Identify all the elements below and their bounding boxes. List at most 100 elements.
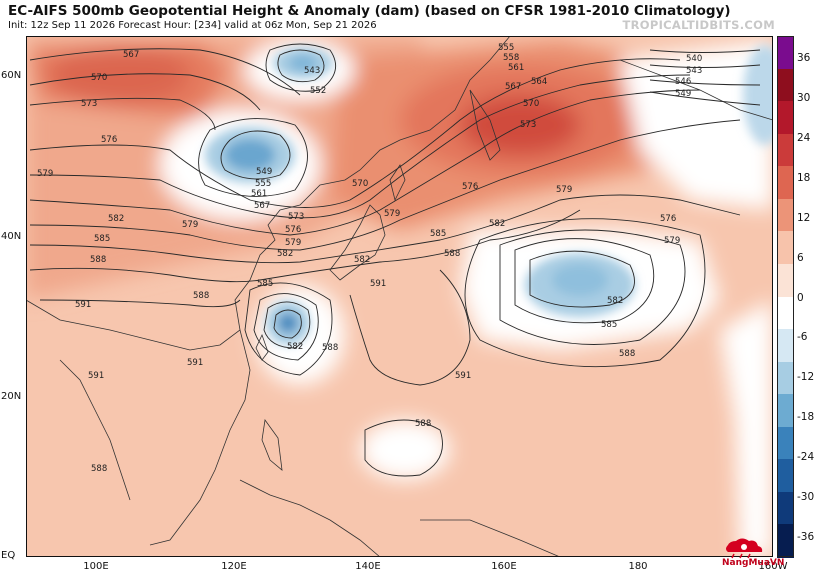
contour-label: 576 [660, 214, 676, 224]
colorbar-tick-label: 0 [797, 291, 804, 304]
lat-label-eq: EQ [1, 550, 16, 561]
contour-label: 567 [505, 82, 521, 92]
contour-label: 576 [285, 225, 301, 235]
height-anomaly-map: 5675705735765795825855885885915915915885… [26, 36, 773, 557]
colorbar-tick-label: 24 [797, 131, 811, 144]
contour-label: 588 [91, 464, 107, 474]
colorbar-tick-label: 6 [797, 251, 804, 264]
contour-label: 579 [556, 185, 572, 195]
coastlines [26, 36, 773, 557]
contour-label: 570 [352, 179, 368, 189]
contour-label: 573 [520, 120, 536, 130]
lon-label-120e: 120E [221, 561, 247, 572]
map-frame [26, 36, 773, 557]
colorbar-swatch [777, 133, 794, 167]
colorbar-tick-label: 36 [797, 52, 811, 64]
contour-label: 582 [489, 219, 505, 229]
map-title: EC-AIFS 500mb Geopotential Height & Anom… [8, 3, 731, 19]
colorbar-tick-label: -36 [797, 531, 815, 543]
nangmuavn-logo: NangMuaVN [722, 538, 784, 567]
contour-label: 546 [675, 77, 691, 87]
contour-label: 549 [675, 89, 691, 99]
colorbar-tick-label: -18 [797, 411, 815, 424]
contour-label: 585 [601, 320, 617, 330]
site-watermark: TROPICALTIDBITS.COM [622, 18, 775, 32]
contour-label: 588 [415, 419, 431, 429]
contour-label: 588 [444, 249, 460, 259]
colorbar-swatch [777, 101, 794, 135]
contour-label: 585 [430, 229, 446, 239]
colorbar-swatch [777, 36, 794, 70]
contour-label: 573 [288, 212, 304, 222]
contour-label: 555 [498, 43, 514, 53]
contour-label: 588 [322, 343, 338, 353]
contour-label: 588 [90, 255, 106, 265]
contour-label: 591 [88, 371, 104, 381]
lon-label-160e: 160E [491, 561, 517, 572]
contour-label: 540 [686, 54, 702, 64]
colorbar-frame [777, 36, 794, 557]
contour-label: 579 [384, 209, 400, 219]
colorbar-swatch [777, 426, 794, 460]
height-contours [29, 43, 761, 477]
lat-label-60n: 60N [1, 70, 22, 81]
contour-label: 570 [523, 99, 539, 109]
contour-labels: 5675705735765795825855885885915915915885… [37, 43, 702, 474]
colorbar-swatch [777, 263, 794, 297]
contour-label: 567 [123, 50, 139, 60]
colorbar-tick-label: 30 [797, 91, 811, 104]
contour-label: 555 [255, 179, 271, 189]
contour-label: 552 [310, 86, 326, 96]
lon-label-180: 180 [628, 561, 648, 572]
colorbar-swatch [777, 491, 794, 525]
contour-label: 591 [370, 279, 386, 289]
contour-label: 564 [531, 77, 547, 87]
contour-label: 585 [94, 234, 110, 244]
svg-text:NangMuaVN: NangMuaVN [722, 558, 784, 567]
contour-label: 579 [37, 169, 53, 179]
colorbar-swatch [777, 231, 794, 265]
colorbar-tick-label: 18 [797, 171, 811, 184]
contour-label: 582 [108, 214, 124, 224]
contour-label: 582 [287, 342, 303, 352]
contour-label: 549 [256, 167, 272, 177]
colorbar-swatch [777, 361, 794, 395]
colorbar-tick-label: -12 [797, 371, 815, 384]
contour-label: 576 [101, 135, 117, 145]
contour-label: 585 [257, 279, 273, 289]
contour-label: 543 [304, 66, 320, 76]
map-subtitle: Init: 12z Sep 11 2026 Forecast Hour: [23… [8, 20, 377, 31]
contour-label: 579 [664, 236, 680, 246]
contour-label: 570 [91, 73, 107, 83]
colorbar-swatch [777, 524, 794, 558]
colorbar-tick-label: 12 [797, 211, 811, 224]
negative-anomalies [205, 45, 773, 345]
colorbar-swatch [777, 329, 794, 363]
colorbar-tick-label: -30 [797, 491, 815, 504]
colorbar-swatch [777, 394, 794, 428]
contour-label: 579 [182, 220, 198, 230]
lon-label-140e: 140E [355, 561, 381, 572]
contour-label: 567 [254, 201, 270, 211]
contour-label: 591 [455, 371, 471, 381]
contour-label: 588 [193, 291, 209, 301]
contour-label: 576 [462, 182, 478, 192]
contour-label: 579 [285, 238, 301, 248]
colorbar-swatch [777, 296, 794, 330]
contour-label: 558 [503, 53, 519, 63]
colorbar-tick-label: -24 [797, 451, 815, 464]
lat-label-40n: 40N [1, 231, 22, 242]
contour-label: 582 [354, 255, 370, 265]
contour-label: 543 [686, 66, 702, 76]
contour-label: 561 [251, 189, 267, 199]
colorbar-swatch [777, 459, 794, 493]
colorbar-swatch [777, 166, 794, 200]
colorbar-swatch [777, 68, 794, 102]
contour-label: 582 [277, 249, 293, 259]
contour-label: 591 [75, 300, 91, 310]
lon-label-100e: 100E [83, 561, 109, 572]
lat-label-20n: 20N [1, 391, 22, 402]
contour-label: 582 [607, 296, 623, 306]
colorbar-tick-label: -6 [797, 331, 808, 344]
contour-label: 573 [81, 99, 97, 109]
